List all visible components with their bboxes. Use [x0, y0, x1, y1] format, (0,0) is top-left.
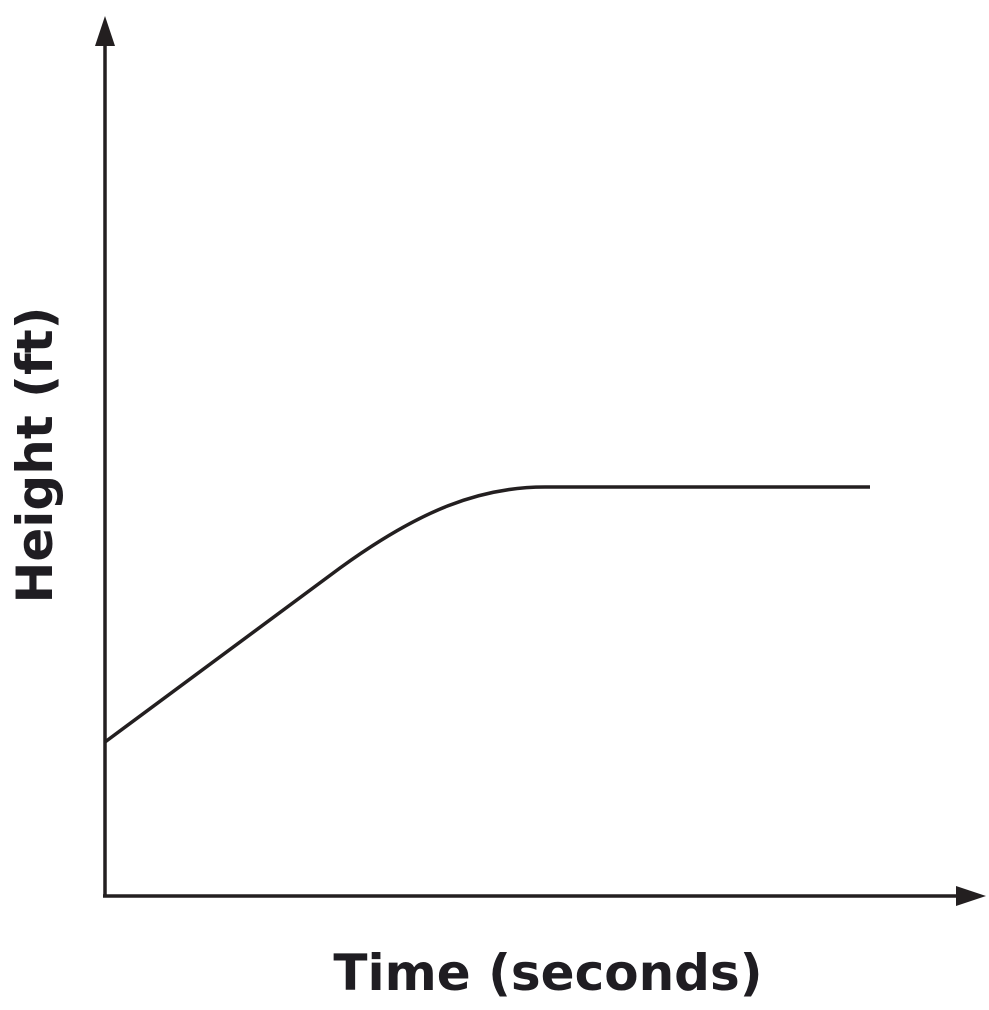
x-axis-arrow	[956, 886, 986, 906]
y-axis-label: Height (ft)	[6, 307, 64, 604]
height-curve	[103, 485, 870, 744]
y-axis-arrow	[95, 16, 115, 46]
x-axis-label: Time (seconds)	[333, 944, 762, 1002]
